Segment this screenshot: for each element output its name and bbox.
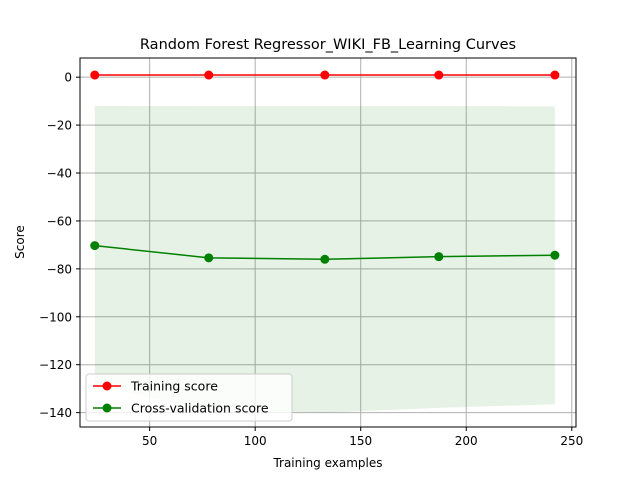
data-point-cv [550,250,560,260]
x-tick-label: 250 [560,434,583,448]
data-point-training [434,70,444,80]
x-tick-label: 100 [244,434,267,448]
std-bands [94,74,555,413]
legend-marker-cv [102,403,112,413]
y-tick-label: −40 [47,167,72,181]
data-point-cv [434,252,444,262]
legend: Training score Cross-validation score [85,373,293,422]
legend-marker-training [102,381,112,391]
x-axis-label: Training examples [272,456,382,470]
data-point-cv [204,253,214,263]
axis-ticks: 50 100 150 200 250 0 −20 −40 −60 −80 −100 −120 −140 [39,71,583,448]
y-tick-label: 0 [64,71,72,85]
data-point-training [90,70,100,80]
legend-box [85,373,293,422]
y-axis-label: Score [13,225,27,259]
y-tick-label: −20 [47,119,72,133]
legend-label-training: Training score [130,379,218,394]
data-point-cv [320,254,330,264]
x-tick-label: 200 [455,434,478,448]
data-point-training [550,70,560,80]
chart-title: Random Forest Regressor_WIKI_FB_Learning… [140,37,516,53]
x-tick-label: 150 [349,434,372,448]
grid-lines [80,58,576,427]
x-tick-label: 50 [142,434,157,448]
y-tick-label: −100 [39,310,72,324]
y-tick-label: −140 [39,406,72,420]
legend-label-cv: Cross-validation score [131,401,269,416]
data-point-training [320,70,330,80]
y-tick-label: −60 [47,214,72,228]
data-point-cv [90,241,100,251]
plot-frame [79,57,577,428]
series-points [90,70,560,264]
y-tick-label: −80 [47,262,72,276]
data-point-training [204,70,214,80]
y-tick-label: −120 [39,358,72,372]
